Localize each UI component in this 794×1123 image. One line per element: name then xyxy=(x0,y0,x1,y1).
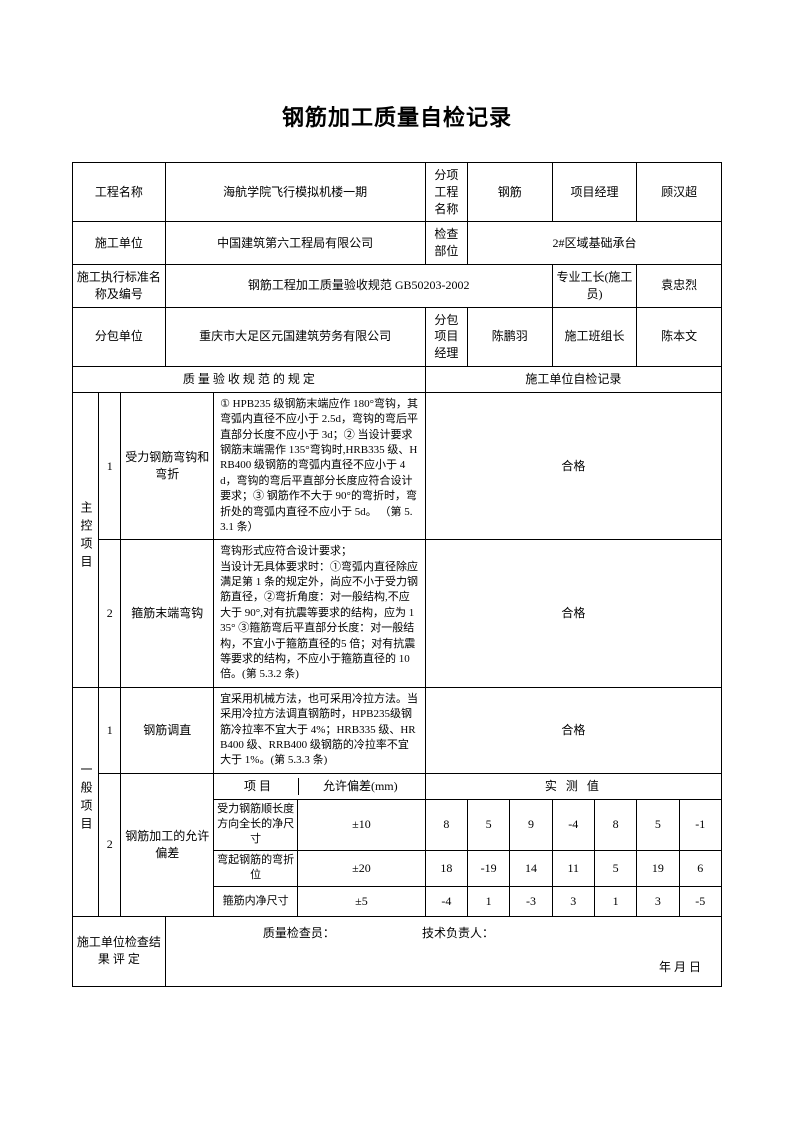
cell: -19 xyxy=(467,850,509,886)
cell: 陈鹏羽 xyxy=(467,307,552,366)
cell: 19 xyxy=(637,850,679,886)
cell: 1 xyxy=(99,392,121,540)
cell: 1 xyxy=(594,886,636,916)
cell: 2#区域基础承台 xyxy=(467,222,721,265)
cell: 3 xyxy=(637,886,679,916)
inspector-label: 质量检查员： xyxy=(176,925,422,942)
group2-label: 一般项目 xyxy=(73,687,99,916)
cell: 袁忠烈 xyxy=(637,264,722,307)
cell: 18 xyxy=(425,850,467,886)
cell: 施工单位自检记录 xyxy=(425,366,721,392)
cell: 检查部位 xyxy=(425,222,467,265)
cell: 箍筋末端弯钩 xyxy=(121,540,214,688)
cell: 项目经理 xyxy=(552,163,637,222)
cell: 1 xyxy=(467,886,509,916)
cell: 施工班组长 xyxy=(552,307,637,366)
cell: 施工执行标准名称及编号 xyxy=(73,264,166,307)
cell: 弯起钢筋的弯折位±20 xyxy=(214,850,426,886)
hdr-row-5: 质 量 验 收 规 范 的 规 定 施工单位自检记录 xyxy=(73,366,722,392)
cell: 实 测 值 xyxy=(425,773,721,799)
g2-row-1: 一般项目 1 钢筋调直 宜采用机械方法，也可采用冷拉方法。当采用冷拉方法调直钢筋… xyxy=(73,687,722,773)
cell: 14 xyxy=(510,850,552,886)
cell: 受力钢筋顺长度方向全长的净尺寸±10 xyxy=(214,799,426,850)
cell: -4 xyxy=(425,886,467,916)
cell: 6 xyxy=(679,850,721,886)
cell: 工程名称 xyxy=(73,163,166,222)
footer-content: 质量检查员： 技术负责人： 年 月 日 xyxy=(165,916,721,986)
group1-label: 主控项目 xyxy=(73,392,99,687)
hdr-row-3: 施工执行标准名称及编号 钢筋工程加工质量验收规范 GB50203-2002 专业… xyxy=(73,264,722,307)
g1-row-1: 主控项目 1 受力钢筋弯钩和弯折 ① HPB235 级钢筋末端应作 180°弯钩… xyxy=(73,392,722,540)
cell: 中国建筑第六工程局有限公司 xyxy=(165,222,425,265)
cell: 5 xyxy=(594,850,636,886)
cell: 3 xyxy=(552,886,594,916)
hdr-row-4: 分包单位 重庆市大足区元国建筑劳务有限公司 分包项目经理 陈鹏羽 施工班组长 陈… xyxy=(73,307,722,366)
cell: 钢筋 xyxy=(467,163,552,222)
cell: -4 xyxy=(552,799,594,850)
g2-subheader: 2 钢筋加工的允许偏差 项 目允许偏差(mm) 实 测 值 xyxy=(73,773,722,799)
footer-label: 施工单位检查结 果 评 定 xyxy=(73,916,166,986)
hdr-row-2: 施工单位 中国建筑第六工程局有限公司 检查部位 2#区域基础承台 xyxy=(73,222,722,265)
cell: 施工单位 xyxy=(73,222,166,265)
tech-label: 技术负责人： xyxy=(422,925,711,942)
footer-row: 施工单位检查结 果 评 定 质量检查员： 技术负责人： 年 月 日 xyxy=(73,916,722,986)
cell: 弯钩形式应符合设计要求； 当设计无具体要求时：①弯弧内直径除应满足第 1 条的规… xyxy=(214,540,426,688)
hdr-row-1: 工程名称 海航学院飞行模拟机楼一期 分项工程名称 钢筋 项目经理 顾汉超 xyxy=(73,163,722,222)
cell: 受力钢筋弯钩和弯折 xyxy=(121,392,214,540)
cell: 分包单位 xyxy=(73,307,166,366)
cell: 8 xyxy=(425,799,467,850)
cell: 2 xyxy=(99,540,121,688)
cell small: 重庆市大足区元国建筑劳务有限公司 xyxy=(165,307,425,366)
cell: 分项工程名称 xyxy=(425,163,467,222)
cell: 专业工长(施工员) xyxy=(552,264,637,307)
cell: 宜采用机械方法，也可采用冷拉方法。当采用冷拉方法调直钢筋时，HPB235级钢筋冷… xyxy=(214,687,426,773)
cell: -5 xyxy=(679,886,721,916)
cell: 5 xyxy=(637,799,679,850)
cell: 箍筋内净尺寸±5 xyxy=(214,886,426,916)
cell: 分包项目经理 xyxy=(425,307,467,366)
cell: 2 xyxy=(99,773,121,916)
cell: 合格 xyxy=(425,392,721,540)
cell: 合格 xyxy=(425,687,721,773)
cell: ① HPB235 级钢筋末端应作 180°弯钩，其弯弧内直径不应小于 2.5d，… xyxy=(214,392,426,540)
cell: 合格 xyxy=(425,540,721,688)
cell: 海航学院飞行模拟机楼一期 xyxy=(165,163,425,222)
cell: 项 目允许偏差(mm) xyxy=(214,773,426,799)
cell: -1 xyxy=(679,799,721,850)
cell: 钢筋工程加工质量验收规范 GB50203-2002 xyxy=(165,264,552,307)
cell: 9 xyxy=(510,799,552,850)
cell: 钢筋加工的允许偏差 xyxy=(121,773,214,916)
g1-row-2: 2 箍筋末端弯钩 弯钩形式应符合设计要求； 当设计无具体要求时：①弯弧内直径除应… xyxy=(73,540,722,688)
cell: 陈本文 xyxy=(637,307,722,366)
cell: -3 xyxy=(510,886,552,916)
page-title: 钢筋加工质量自检记录 xyxy=(72,100,722,132)
record-table: 工程名称 海航学院飞行模拟机楼一期 分项工程名称 钢筋 项目经理 顾汉超 施工单… xyxy=(72,162,722,987)
cell: 顾汉超 xyxy=(637,163,722,222)
cell: 8 xyxy=(594,799,636,850)
date-label: 年 月 日 xyxy=(659,959,701,976)
cell: 11 xyxy=(552,850,594,886)
cell: 5 xyxy=(467,799,509,850)
cell: 钢筋调直 xyxy=(121,687,214,773)
cell: 1 xyxy=(99,687,121,773)
cell: 质 量 验 收 规 范 的 规 定 xyxy=(73,366,426,392)
